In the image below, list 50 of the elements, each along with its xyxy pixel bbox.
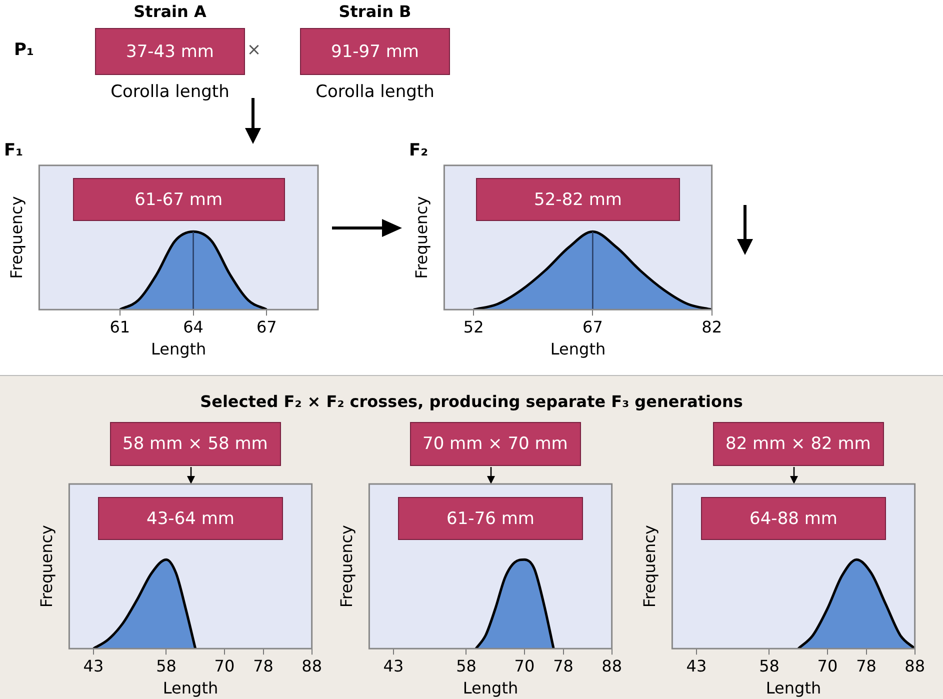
x-axis-title: Length bbox=[162, 678, 218, 698]
x-axis-title: Length bbox=[462, 678, 518, 698]
x-tick-label: 61 bbox=[110, 317, 130, 336]
x-tick-label: 52 bbox=[463, 317, 484, 336]
text: Strain B bbox=[338, 2, 412, 21]
text: 43-64 mm bbox=[146, 508, 234, 528]
text: 61-76 mm bbox=[446, 508, 534, 528]
x-tick-label: 78 bbox=[253, 656, 274, 676]
text: Corolla length bbox=[314, 82, 436, 102]
x-tick-label: 67 bbox=[582, 317, 603, 336]
text: 91-97 mm bbox=[331, 42, 419, 62]
x-tick-label: 70 bbox=[514, 656, 535, 676]
text: Corolla length bbox=[110, 82, 230, 102]
chart-title: F₁ bbox=[4, 140, 24, 161]
x-tick-label: 67 bbox=[256, 317, 277, 336]
x-tick-label: 88 bbox=[302, 656, 322, 676]
x-axis-title: Length bbox=[766, 678, 822, 698]
text: 37-43 mm bbox=[126, 42, 214, 62]
x-tick-label: 78 bbox=[856, 656, 876, 676]
text: 52-82 mm bbox=[534, 190, 622, 210]
x-tick-label: 43 bbox=[686, 656, 707, 676]
text: 64-88 mm bbox=[750, 508, 838, 528]
x-tick-label: 58 bbox=[759, 656, 780, 676]
text: 82 mm × 82 mm bbox=[726, 434, 871, 454]
x-tick-label: 43 bbox=[83, 656, 104, 676]
y-axis-title: Frequency bbox=[36, 524, 56, 608]
y-axis-title: Frequency bbox=[336, 524, 356, 608]
text: P₁ bbox=[14, 40, 34, 60]
x-tick-label: 82 bbox=[702, 317, 722, 336]
x-axis-title: Length bbox=[151, 340, 206, 359]
y-axis-title: Frequency bbox=[640, 524, 659, 608]
x-tick-label: 43 bbox=[383, 656, 404, 676]
x-tick-label: 78 bbox=[553, 656, 574, 676]
y-axis-title: Frequency bbox=[6, 196, 26, 279]
text: 61-67 mm bbox=[134, 190, 223, 210]
x-axis-title: Length bbox=[550, 340, 606, 359]
text: Selected F₂ × F₂ crosses, producing separate F₃ generations bbox=[200, 392, 743, 411]
y-axis-title: Frequency bbox=[412, 196, 431, 279]
x-tick-label: 88 bbox=[602, 656, 622, 676]
text: 70 mm × 70 mm bbox=[422, 434, 568, 454]
x-tick-label: 58 bbox=[156, 656, 176, 676]
x-tick-label: 64 bbox=[183, 317, 204, 336]
x-tick-label: 88 bbox=[904, 656, 925, 676]
text: 58 mm × 58 mm bbox=[122, 434, 268, 454]
x-tick-label: 58 bbox=[456, 656, 476, 676]
x-tick-label: 70 bbox=[817, 656, 838, 676]
text: × bbox=[246, 40, 262, 60]
text: Strain A bbox=[132, 2, 208, 21]
chart-title: F₂ bbox=[409, 140, 428, 161]
x-tick-label: 70 bbox=[214, 656, 235, 676]
